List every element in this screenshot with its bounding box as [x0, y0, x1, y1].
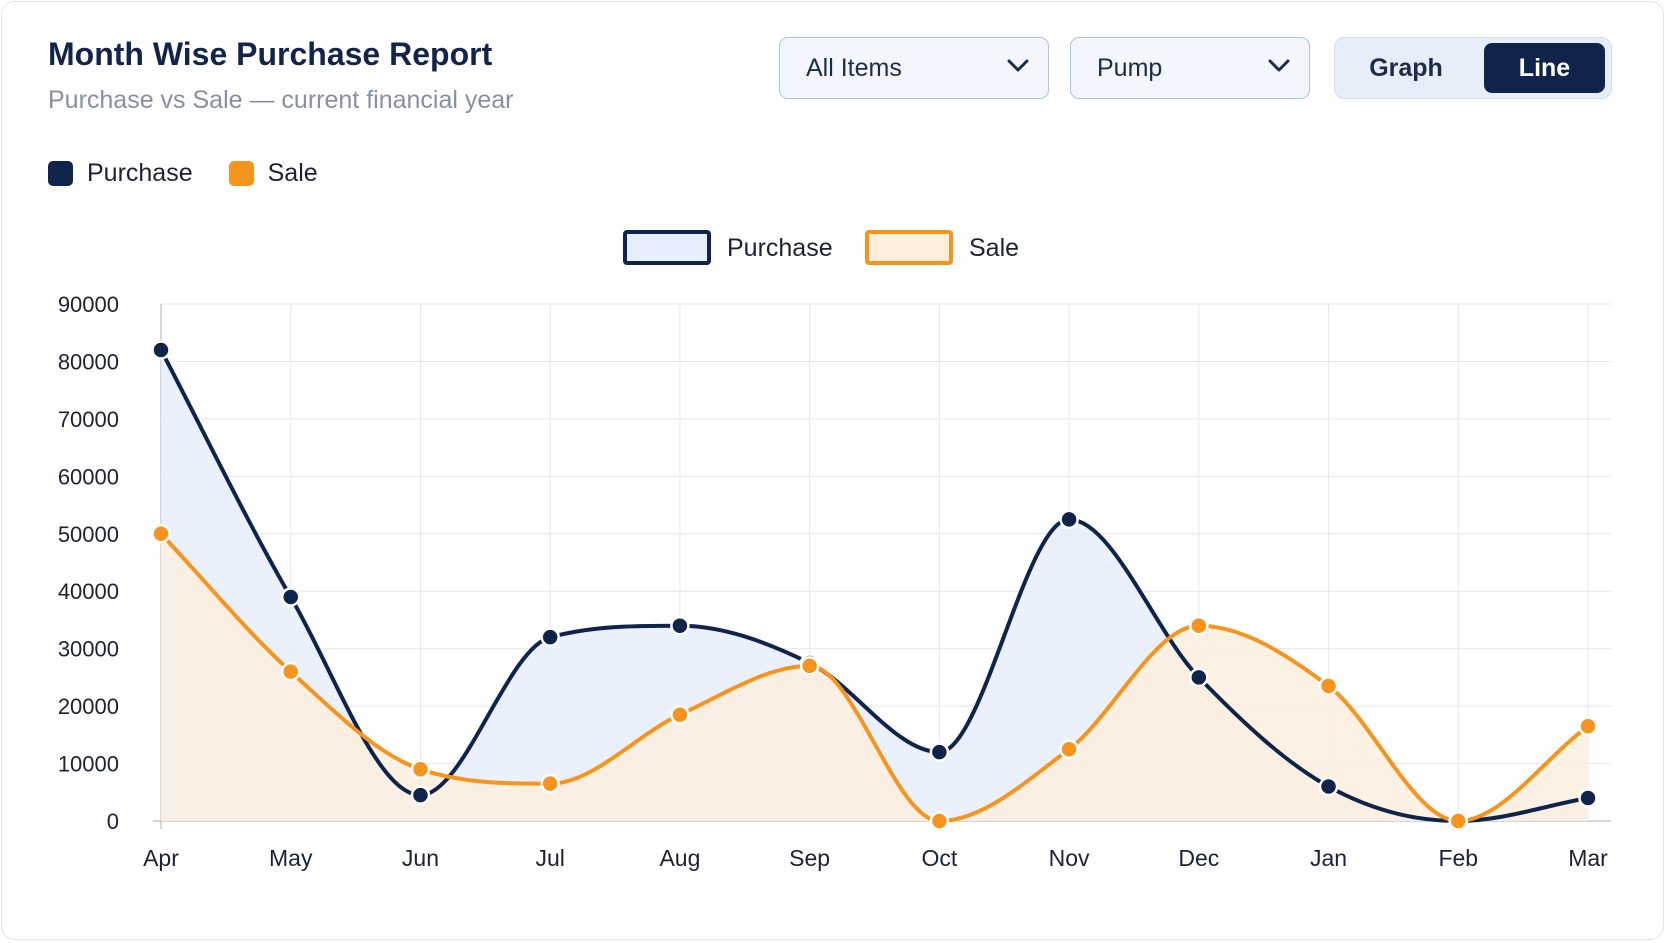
sale-point — [540, 773, 560, 794]
y-tick-label: 30000 — [58, 637, 119, 662]
chevron-down-icon — [1007, 59, 1029, 72]
y-tick-label: 90000 — [58, 292, 119, 317]
sale-point — [1448, 811, 1469, 831]
sale-point — [1189, 615, 1209, 636]
y-tick-label: 10000 — [58, 752, 119, 777]
graph-view-button[interactable]: Graph — [1369, 53, 1443, 82]
sale-point — [929, 811, 950, 831]
sale-area — [161, 533, 1588, 821]
sale-point — [1318, 676, 1339, 696]
chart-legend-swatch-sale — [865, 230, 953, 265]
sale-point — [799, 656, 820, 676]
y-tick-label: 50000 — [58, 522, 119, 547]
line-view-button[interactable]: Line — [1484, 43, 1605, 93]
sale-swatch — [228, 161, 254, 186]
item-select[interactable]: All Items — [779, 37, 1049, 99]
series-legend: Purchase Sale — [48, 159, 354, 188]
purchase-line — [159, 347, 1590, 823]
sale-point — [280, 661, 301, 682]
category-select-value: Pump — [1097, 53, 1163, 82]
purchase-point — [410, 785, 431, 805]
y-tick-label: 0 — [107, 809, 119, 834]
y-tick-label: 80000 — [58, 349, 119, 374]
sale-point — [670, 704, 690, 725]
x-tick-label: Aug — [659, 845, 700, 871]
y-tick-label: 70000 — [58, 407, 119, 432]
x-tick-label: Mar — [1568, 845, 1608, 871]
chart-legend-label-sale: Sale — [969, 234, 1019, 262]
x-tick-label: Jul — [535, 845, 564, 871]
purchase-area — [161, 349, 1588, 821]
purchase-point — [670, 615, 690, 636]
sale-point — [410, 759, 431, 780]
x-tick-label: Nov — [1049, 845, 1090, 871]
chart-legend-swatch-purchase — [623, 230, 711, 265]
purchase-point — [1189, 667, 1209, 688]
chevron-down-icon — [1268, 59, 1290, 72]
legend-item-sale[interactable]: Sale — [228, 159, 318, 188]
chart-legend-label-purchase: Purchase — [727, 234, 833, 262]
page-subtitle: Purchase vs Sale — current financial yea… — [48, 86, 514, 114]
page-title: Month Wise Purchase Report — [48, 36, 493, 72]
x-tick-label: Jan — [1310, 845, 1347, 871]
purchase-point — [540, 627, 560, 647]
view-toggle: Graph Line — [1334, 37, 1612, 99]
purchase-point — [1318, 776, 1339, 797]
x-tick-label: Sep — [789, 845, 830, 871]
x-tick-label: Jun — [402, 845, 439, 871]
purchase-point — [1578, 788, 1598, 808]
y-tick-label: 20000 — [58, 694, 119, 719]
purchase-swatch — [48, 161, 73, 186]
x-tick-label: Oct — [921, 845, 957, 871]
purchase-point — [1059, 509, 1079, 530]
x-tick-label: Apr — [143, 845, 179, 871]
x-tick-label: May — [269, 845, 313, 871]
y-tick-label: 40000 — [58, 579, 119, 604]
sale-point — [1578, 716, 1598, 736]
legend-purchase-label: Purchase — [87, 159, 193, 187]
legend-sale-label: Sale — [267, 159, 318, 187]
sale-line — [159, 531, 1590, 823]
item-select-value: All Items — [806, 53, 902, 82]
sale-point — [1059, 739, 1079, 759]
x-tick-label: Dec — [1178, 845, 1219, 871]
sale-point — [151, 524, 171, 544]
purchase-point — [151, 340, 171, 360]
category-select[interactable]: Pump — [1070, 37, 1310, 99]
purchase-point — [929, 742, 950, 762]
x-tick-label: Feb — [1438, 845, 1478, 871]
legend-item-purchase[interactable]: Purchase — [48, 159, 193, 188]
purchase-point — [280, 587, 301, 607]
y-tick-label: 60000 — [58, 464, 119, 489]
